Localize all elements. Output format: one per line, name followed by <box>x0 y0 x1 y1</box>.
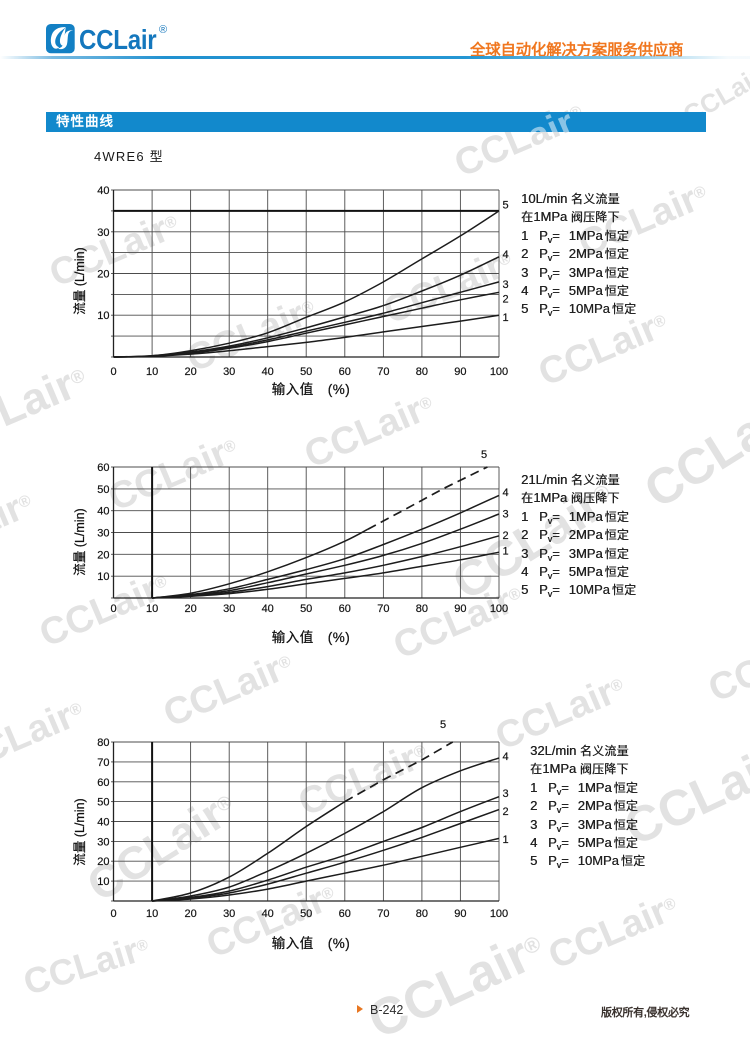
svg-text:30: 30 <box>223 603 235 615</box>
svg-text:2: 2 <box>503 294 509 306</box>
svg-text:100: 100 <box>490 603 508 615</box>
svg-text:40: 40 <box>97 185 109 197</box>
svg-text:4: 4 <box>503 751 509 763</box>
svg-text:10: 10 <box>97 571 109 583</box>
svg-text:20: 20 <box>184 366 196 378</box>
svg-text:20: 20 <box>97 269 109 281</box>
svg-text:80: 80 <box>97 737 109 749</box>
svg-text:30: 30 <box>223 366 235 378</box>
svg-text:2: 2 <box>503 806 509 818</box>
svg-text:70: 70 <box>377 366 389 378</box>
svg-text:50: 50 <box>97 797 109 809</box>
svg-text:10: 10 <box>146 908 158 920</box>
svg-text:流量 (L/min): 流量 (L/min) <box>73 247 87 314</box>
svg-text:70: 70 <box>377 908 389 920</box>
svg-text:10: 10 <box>97 310 109 322</box>
svg-text:80: 80 <box>416 366 428 378</box>
svg-text:流量 (L/min): 流量 (L/min) <box>73 508 87 575</box>
svg-text:60: 60 <box>339 366 351 378</box>
svg-text:5: 5 <box>503 200 509 212</box>
svg-text:10: 10 <box>97 876 109 888</box>
svg-text:4: 4 <box>503 249 509 261</box>
svg-text:20: 20 <box>97 549 109 561</box>
svg-text:90: 90 <box>454 366 466 378</box>
svg-text:60: 60 <box>97 777 109 789</box>
svg-text:40: 40 <box>262 908 274 920</box>
svg-text:5: 5 <box>440 719 446 731</box>
svg-text:40: 40 <box>262 603 274 615</box>
svg-text:50: 50 <box>300 366 312 378</box>
svg-text:10: 10 <box>146 366 158 378</box>
svg-text:30: 30 <box>97 528 109 540</box>
svg-text:60: 60 <box>339 908 351 920</box>
svg-text:50: 50 <box>300 908 312 920</box>
svg-text:0: 0 <box>110 366 116 378</box>
svg-text:3: 3 <box>503 509 509 521</box>
svg-text:100: 100 <box>490 908 508 920</box>
svg-text:30: 30 <box>97 836 109 848</box>
svg-text:40: 40 <box>262 366 274 378</box>
svg-text:20: 20 <box>97 856 109 868</box>
svg-text:70: 70 <box>377 603 389 615</box>
svg-text:4: 4 <box>503 487 509 499</box>
svg-text:2: 2 <box>503 530 509 542</box>
svg-text:90: 90 <box>454 603 466 615</box>
svg-text:10: 10 <box>146 603 158 615</box>
svg-text:30: 30 <box>97 227 109 239</box>
svg-text:50: 50 <box>97 484 109 496</box>
svg-text:30: 30 <box>223 908 235 920</box>
svg-text:1: 1 <box>503 546 509 558</box>
svg-text:流量 (L/min): 流量 (L/min) <box>73 798 87 865</box>
svg-text:80: 80 <box>416 908 428 920</box>
svg-text:20: 20 <box>184 603 196 615</box>
svg-text:3: 3 <box>503 279 509 291</box>
svg-text:70: 70 <box>97 757 109 769</box>
svg-text:输入值 (%): 输入值 (%) <box>272 936 351 951</box>
svg-text:40: 40 <box>97 817 109 829</box>
svg-text:90: 90 <box>454 908 466 920</box>
svg-text:1: 1 <box>503 834 509 846</box>
svg-text:0: 0 <box>110 908 116 920</box>
svg-text:20: 20 <box>184 908 196 920</box>
svg-text:60: 60 <box>339 603 351 615</box>
svg-text:50: 50 <box>300 603 312 615</box>
svg-text:80: 80 <box>416 603 428 615</box>
svg-text:100: 100 <box>490 366 508 378</box>
svg-text:60: 60 <box>97 462 109 474</box>
svg-text:1: 1 <box>503 312 509 324</box>
svg-text:3: 3 <box>503 788 509 800</box>
svg-text:输入值 (%): 输入值 (%) <box>272 630 351 645</box>
svg-text:40: 40 <box>97 506 109 518</box>
svg-text:输入值 (%): 输入值 (%) <box>272 382 351 397</box>
svg-text:5: 5 <box>481 449 487 461</box>
svg-text:0: 0 <box>110 603 116 615</box>
